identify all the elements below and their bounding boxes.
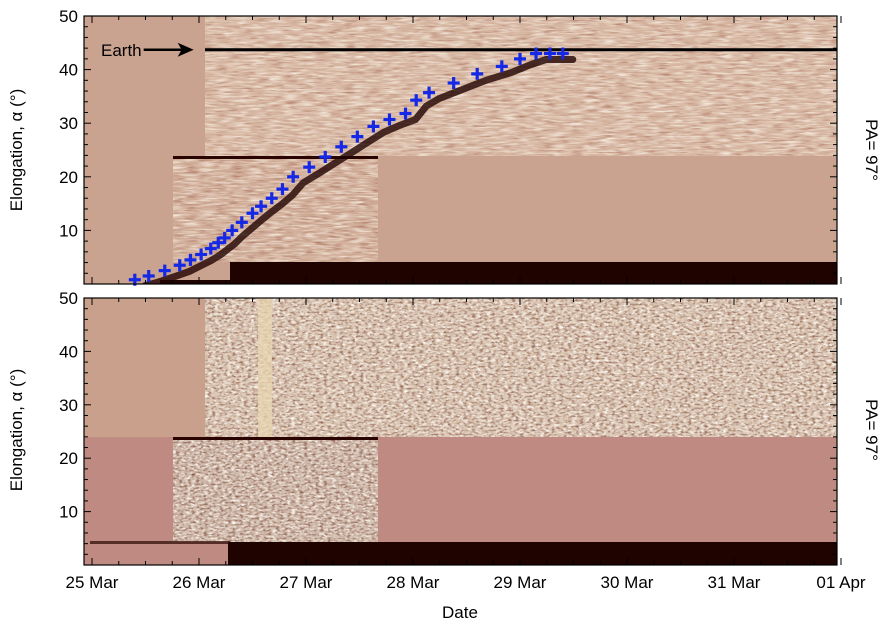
bottom-side-label: PA= 97° (862, 399, 881, 461)
bottom-ylabel: Elongation, α (°) (7, 369, 26, 491)
track-marker (471, 67, 484, 80)
y-tick-label: 50 (59, 7, 78, 26)
track-marker (303, 161, 316, 174)
track-marker (226, 224, 239, 237)
track-marker (287, 170, 300, 183)
top-side-label: PA= 97° (862, 119, 881, 181)
track-marker (543, 47, 556, 60)
track-marker (351, 130, 364, 143)
track-marker (204, 242, 217, 255)
track-marker (383, 113, 396, 126)
track-marker (173, 259, 186, 272)
track-marker (218, 231, 231, 244)
top-data-image (84, 16, 837, 284)
x-tick-label: 28 Mar (387, 573, 440, 592)
x-tick-label: 26 Mar (173, 573, 226, 592)
top-panel: 10 20 30 40 50 Earth Elongation, α (°) PA= 9… (7, 7, 881, 286)
track-marker (399, 107, 412, 120)
y-tick-label: 50 (59, 289, 78, 308)
earth-label: Earth (101, 41, 142, 60)
cme-trace (141, 56, 577, 284)
y-tick-label: 20 (59, 449, 78, 468)
track-marker (447, 77, 460, 89)
x-tick-label: 25 Mar (66, 573, 119, 592)
track-marker (235, 216, 248, 229)
top-axes: 10 20 30 40 50 (59, 7, 842, 284)
track-marker (514, 52, 526, 65)
y-tick-label: 30 (59, 114, 78, 133)
x-tick-label: 27 Mar (280, 573, 333, 592)
earth-annotation: Earth (101, 41, 194, 60)
bottom-axes: 10 20 30 40 50 25 Mar 26 Mar 27 Mar 28 Mar 29 Mar… (59, 289, 866, 592)
track-marker (530, 47, 543, 60)
track-marker (142, 269, 155, 282)
x-axis-label: Date (442, 603, 478, 622)
earth-arrow-head (177, 42, 194, 57)
track-marker (212, 236, 225, 249)
bottom-data-image (84, 298, 837, 565)
track-marker (184, 253, 197, 266)
track-markers (128, 47, 569, 286)
track-marker (367, 120, 380, 133)
track-marker (265, 192, 278, 205)
top-ylabel: Elongation, α (°) (7, 89, 26, 211)
track-marker (276, 183, 289, 196)
track-marker (556, 47, 569, 60)
track-marker (246, 207, 259, 220)
track-marker (255, 200, 268, 213)
bottom-plot-frame (83, 297, 838, 566)
y-tick-label: 10 (59, 503, 78, 522)
y-tick-label: 40 (59, 342, 78, 361)
x-tick-label: 31 Mar (708, 573, 761, 592)
x-tick-label: 01 Apr (816, 573, 865, 592)
track-marker (495, 60, 508, 73)
track-marker (319, 150, 332, 163)
track-marker (423, 86, 436, 99)
y-tick-label: 30 (59, 396, 78, 415)
x-tick-label: 30 Mar (601, 573, 654, 592)
track-marker (335, 140, 348, 153)
y-tick-label: 40 (59, 61, 78, 80)
top-plot-frame (83, 15, 838, 285)
x-tick-label: 29 Mar (494, 573, 547, 592)
bottom-panel: 10 20 30 40 50 25 Mar 26 Mar 27 Mar 28 Mar 29 Mar… (7, 289, 881, 622)
track-marker (195, 248, 208, 261)
y-tick-label: 20 (59, 168, 78, 187)
track-marker (158, 264, 171, 277)
y-tick-label: 10 (59, 221, 78, 240)
track-marker (410, 94, 423, 107)
